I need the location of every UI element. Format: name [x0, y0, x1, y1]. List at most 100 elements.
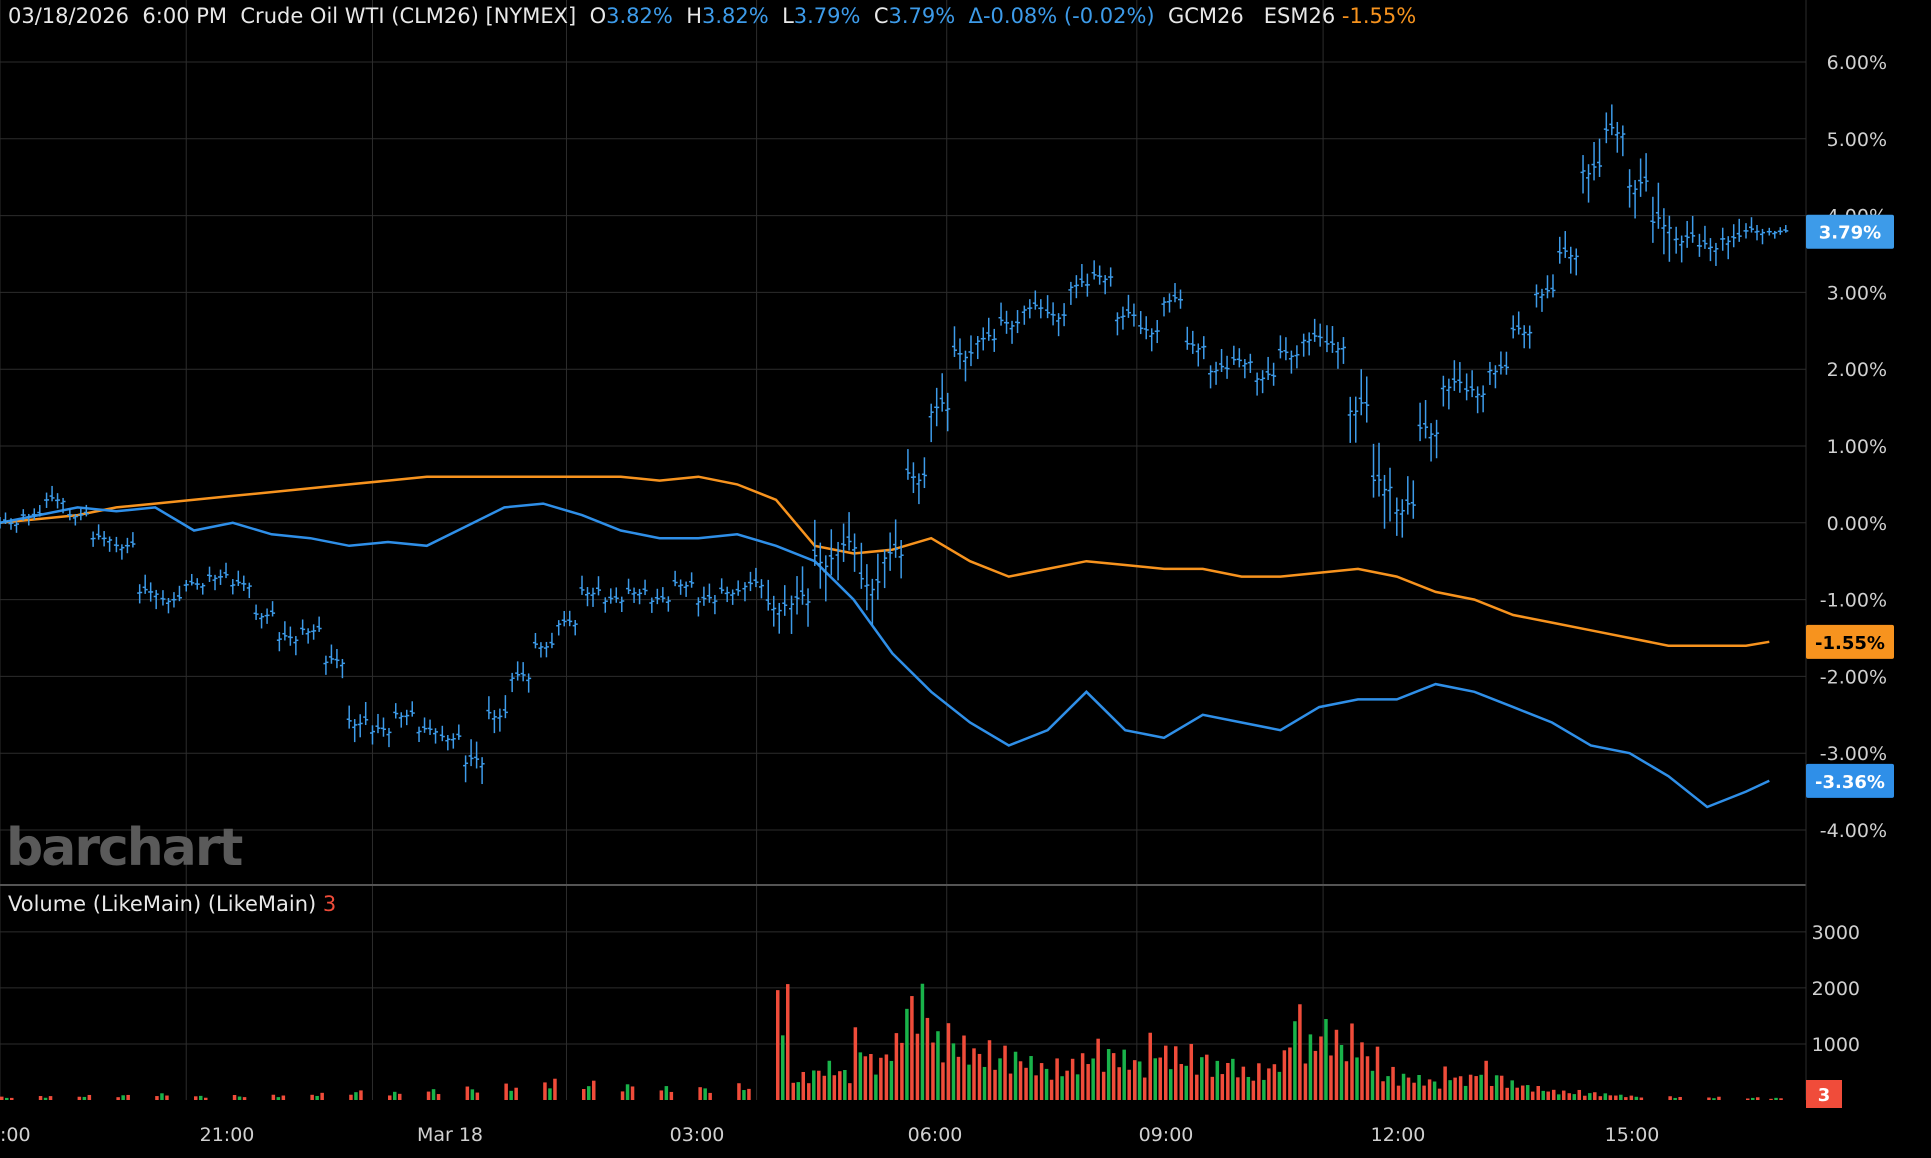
volume-bar	[1293, 1021, 1297, 1100]
volume-bar	[1319, 1036, 1323, 1100]
volume-bar	[1344, 1061, 1349, 1100]
volume-bar	[514, 1087, 518, 1100]
volume-bar	[1712, 1098, 1716, 1100]
volume-axis: 3000 2000 1000	[1812, 922, 1860, 1056]
volume-bar	[1453, 1077, 1457, 1100]
volume-bar	[1018, 1061, 1023, 1100]
volume-bar	[920, 983, 925, 1100]
y-tick-label: 2.00%	[1827, 359, 1887, 381]
volume-bar	[116, 1097, 120, 1100]
volume-bar	[1246, 1076, 1251, 1100]
volume-bar	[786, 984, 790, 1100]
volume-bar	[1334, 1029, 1339, 1100]
volume-bar	[747, 1088, 751, 1100]
volume-bar	[1484, 1060, 1488, 1100]
volume-badge-label: 3	[1818, 1085, 1831, 1106]
volume-bar	[359, 1090, 363, 1100]
x-tick-label: 12:00	[1371, 1124, 1426, 1146]
volume-bar	[354, 1092, 358, 1100]
volume-bar	[1562, 1090, 1566, 1100]
volume-bar	[796, 1082, 801, 1100]
volume-bar	[543, 1082, 547, 1100]
volume-bar	[43, 1097, 48, 1100]
volume-bar	[1412, 1082, 1416, 1100]
x-tick-label: Mar 18	[417, 1124, 483, 1146]
volume-bar	[349, 1094, 353, 1100]
volume-bar	[1303, 1063, 1308, 1100]
y-tick-label: 1.00%	[1827, 436, 1887, 458]
volume-bar	[1774, 1097, 1778, 1100]
volume-bar	[1396, 1085, 1401, 1100]
volume-bar	[87, 1094, 92, 1100]
series-esm26-line	[0, 475, 1770, 647]
volume-bar	[276, 1097, 281, 1100]
volume-bar	[1614, 1095, 1618, 1100]
volume-bar	[1298, 1004, 1302, 1100]
volume-bar	[126, 1094, 130, 1100]
volume-bar	[1751, 1097, 1755, 1100]
volume-bar	[82, 1096, 87, 1100]
volume-bar	[1370, 1070, 1375, 1100]
volume-bar	[1588, 1093, 1592, 1100]
volume-value: 3	[322, 892, 337, 916]
volume-bar	[121, 1095, 125, 1100]
volume-bar	[1065, 1070, 1069, 1100]
volume-bar	[1608, 1095, 1613, 1100]
volume-bar	[1668, 1096, 1672, 1100]
header-comparison-gcm26[interactable]: GCM26	[1167, 4, 1244, 28]
volume-bar	[1080, 1053, 1085, 1100]
header-delta: Δ-0.08% (-0.02%)	[968, 4, 1155, 28]
header-high-value: 3.82%	[701, 4, 769, 28]
volume-bar	[1272, 1064, 1277, 1100]
volume-bar	[1536, 1086, 1540, 1100]
volume-bar	[1236, 1077, 1240, 1100]
header-date: 03/18/2026	[8, 4, 130, 28]
volume-bar	[199, 1095, 203, 1100]
volume-bar	[1375, 1046, 1380, 1100]
volume-bar	[1267, 1068, 1271, 1100]
volume-bar	[956, 1056, 961, 1100]
volume-bar	[393, 1091, 397, 1100]
volume-bar	[1593, 1092, 1597, 1100]
volume-bar	[1101, 1071, 1106, 1100]
volume-bar	[1329, 1055, 1333, 1100]
volume-bar	[1619, 1094, 1623, 1100]
volume-bar	[237, 1096, 242, 1100]
volume-bar	[165, 1095, 169, 1100]
volume-bar	[664, 1086, 669, 1100]
volume-bar	[1624, 1097, 1628, 1100]
volume-bar	[470, 1089, 475, 1100]
y-tick-label: -4.00%	[1820, 820, 1887, 842]
volume-bar	[1013, 1051, 1018, 1100]
price-badge	[1806, 763, 1894, 798]
volume-bar	[1200, 1057, 1204, 1100]
volume-bar	[0, 1096, 4, 1100]
volume-bar	[1520, 1085, 1525, 1100]
x-tick-label: 09:00	[1139, 1124, 1194, 1146]
volume-bar	[1179, 1064, 1184, 1100]
volume-bars	[0, 983, 1783, 1100]
volume-bar	[1288, 1047, 1292, 1100]
volume-bar	[708, 1092, 712, 1100]
header-time: 6:00 PM	[142, 4, 228, 28]
volume-bar	[987, 1040, 992, 1100]
header-open-label: O	[589, 4, 607, 28]
volume-bar	[204, 1097, 208, 1100]
volume-bar	[160, 1093, 164, 1100]
volume-label[interactable]: Volume (LikeMain) (LikeMain)	[8, 892, 317, 916]
volume-bar	[1070, 1058, 1075, 1100]
volume-bar	[1417, 1074, 1421, 1100]
header-comparison-esm26[interactable]: ESM26	[1263, 4, 1336, 28]
volume-bar	[962, 1035, 966, 1100]
header-esm26-value: -1.55%	[1341, 4, 1417, 28]
y-axis: 6.00%5.00%4.00%3.00%2.00%1.00%0.00%-1.00…	[1820, 52, 1887, 842]
header-symbol[interactable]: Crude Oil WTI (CLM26) [NYMEX]	[240, 4, 577, 28]
volume-bar	[1122, 1049, 1126, 1100]
volume-bar	[1008, 1073, 1013, 1100]
volume-bar	[1231, 1058, 1235, 1100]
volume-bar	[1634, 1096, 1639, 1100]
volume-bar	[1024, 1067, 1028, 1100]
volume-bar	[848, 1083, 852, 1100]
volume-bar	[548, 1088, 552, 1100]
